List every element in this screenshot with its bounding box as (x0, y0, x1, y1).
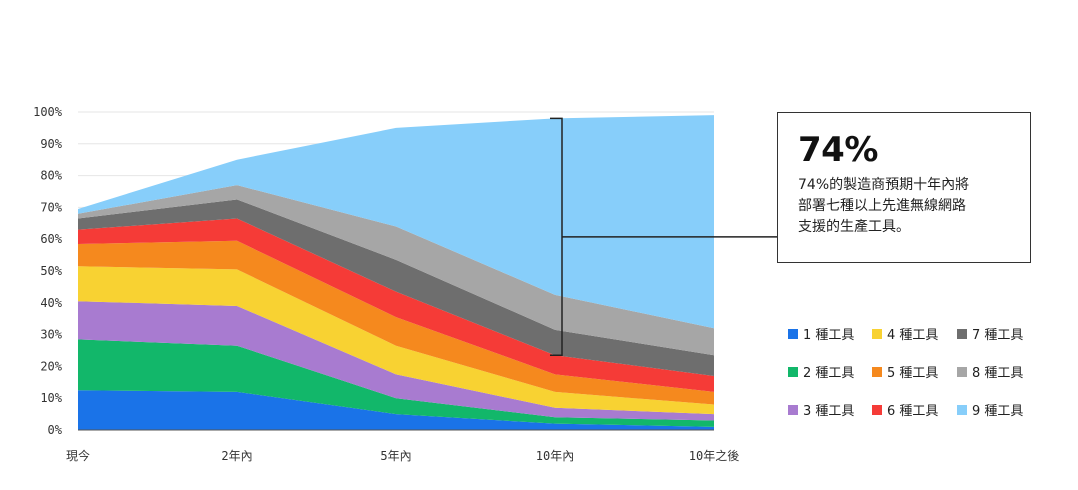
area-series (78, 301, 714, 421)
legend-swatch (957, 367, 967, 377)
area-series (78, 199, 714, 376)
legend-label: 5 種工具 (887, 365, 938, 381)
y-tick-label: 80% (40, 169, 62, 183)
area-series-layer (78, 115, 714, 430)
legend-label: 1 種工具 (803, 327, 854, 343)
legend-label: 3 種工具 (803, 403, 854, 419)
legend-swatch (872, 329, 882, 339)
callout-bracket (550, 117, 777, 357)
area-series (78, 115, 714, 329)
legend-swatch (788, 405, 798, 415)
y-tick-label: 50% (40, 264, 62, 278)
y-tick-label: 70% (40, 200, 62, 214)
legend-label: 8 種工具 (972, 365, 1023, 381)
callout-value: 74% (798, 130, 878, 170)
y-tick-label: 0% (48, 423, 63, 437)
legend-label: 7 種工具 (972, 327, 1023, 343)
y-tick-label: 30% (40, 328, 62, 342)
y-tick-label: 40% (40, 296, 62, 310)
legend-label: 4 種工具 (887, 327, 938, 343)
callout-text: 74%的製造商預期十年內將 部署七種以上先進無線網路 支援的生產工具。 (798, 177, 970, 235)
y-tick-label: 60% (40, 232, 62, 246)
area-series (78, 240, 714, 405)
area-series (78, 185, 714, 356)
legend-label: 9 種工具 (972, 403, 1023, 419)
area-series (78, 390, 714, 430)
area-series (78, 218, 714, 392)
legend-swatch (957, 405, 967, 415)
y-tick-label: 100% (33, 105, 63, 119)
x-tick-label: 10年內 (536, 449, 574, 463)
x-tick-label: 5年內 (380, 449, 411, 463)
legend-swatch (872, 367, 882, 377)
legend: 1 種工具 2 種工具 3 種工具 4 種工具 5 種工具 6 種工具 7 種工具 8 種工具… (788, 327, 1023, 419)
area-series (78, 339, 714, 427)
y-tick-label: 20% (40, 359, 62, 373)
legend-swatch (957, 329, 967, 339)
x-tick-label: 2年內 (221, 449, 252, 463)
callout-box: 74% 74%的製造商預期十年內將 部署七種以上先進無線網路 支援的生產工具。 (777, 112, 1031, 263)
legend-label: 2 種工具 (803, 365, 854, 381)
x-tick-label: 現今 (66, 448, 90, 463)
x-tick-label: 10年之後 (689, 449, 739, 463)
axes: 0% 10% 20% 30% 40% 50% 60% 70% 80% 90% 100% 現今 2年內 5年… (33, 105, 739, 463)
y-tick-label: 90% (40, 137, 62, 151)
legend-swatch (872, 405, 882, 415)
y-tick-label: 10% (40, 391, 62, 405)
legend-label: 6 種工具 (887, 403, 938, 419)
legend-swatch (788, 367, 798, 377)
legend-swatch (788, 329, 798, 339)
area-series (78, 266, 714, 415)
